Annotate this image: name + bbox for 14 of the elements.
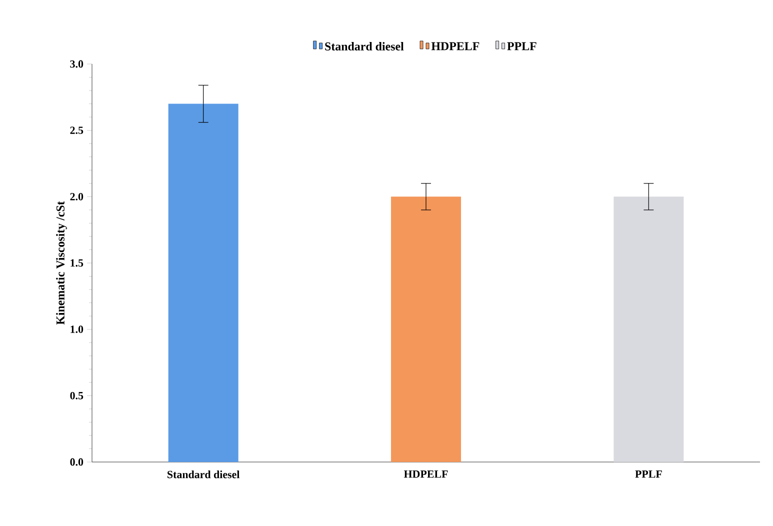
y-tick-label: 3.0	[70, 60, 84, 68]
x-tick-label: HDPELF	[404, 470, 448, 478]
y-tick-label: 0.5	[70, 392, 84, 400]
y-tick-label: 2.5	[70, 126, 84, 134]
y-tick-label: 0.0	[70, 458, 84, 466]
y-tick-label: 1.0	[70, 326, 84, 334]
x-tick-label: PPLF	[635, 470, 662, 478]
legend-label: Standard diesel	[325, 42, 404, 50]
legend-label: HDPELF	[431, 42, 480, 50]
y-tick-label: 1.5	[70, 259, 84, 267]
y-axis-title: Kinematic Viscosity /cSt	[56, 201, 67, 325]
x-tick-label: Standard diesel	[168, 470, 240, 478]
y-tick-label: 2.0	[70, 192, 84, 200]
legend-label: PPLF	[507, 42, 536, 50]
